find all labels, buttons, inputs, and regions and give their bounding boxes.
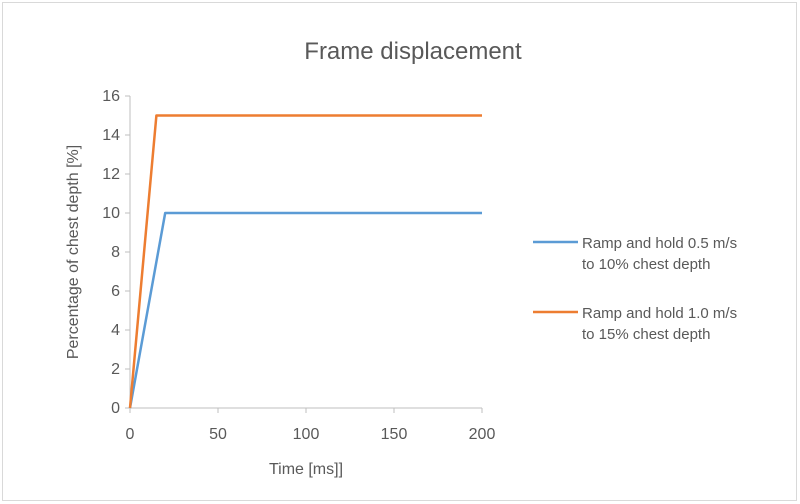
x-tick-label: 200 <box>469 426 496 443</box>
y-axis-title: Percentage of chest depth [%] <box>65 145 82 359</box>
x-tick-label: 0 <box>126 426 135 443</box>
y-tick-label: 10 <box>102 205 120 222</box>
x-tick-label: 100 <box>293 426 320 443</box>
axes: 0 2 4 6 8 10 12 14 16 0 50 100 150 200 <box>102 88 495 443</box>
legend-label-2: Ramp and hold 1.0 m/s <box>582 305 737 322</box>
legend-label-1: Ramp and hold 0.5 m/s <box>582 235 737 252</box>
y-tick-label: 4 <box>111 322 120 339</box>
series-layer <box>128 114 482 409</box>
y-tick-label: 14 <box>102 127 120 144</box>
series-line-1 <box>128 211 482 409</box>
legend-label-2: to 15% chest depth <box>582 326 710 343</box>
y-tick-label: 6 <box>111 283 120 300</box>
series-line-2 <box>128 114 482 409</box>
y-tick-label: 8 <box>111 244 120 261</box>
x-axis-title: Time [ms]] <box>269 461 343 478</box>
legend-label-1: to 10% chest depth <box>582 256 710 273</box>
y-tick-label: 16 <box>102 88 120 105</box>
y-tick-label: 2 <box>111 361 120 378</box>
legend: Ramp and hold 0.5 m/s to 10% chest depth R… <box>533 235 737 343</box>
y-tick-label: 0 <box>111 400 120 417</box>
x-tick-label: 150 <box>381 426 408 443</box>
x-tick-label: 50 <box>209 426 227 443</box>
y-tick-label: 12 <box>102 166 120 183</box>
chart-title: Frame displacement <box>304 38 522 65</box>
